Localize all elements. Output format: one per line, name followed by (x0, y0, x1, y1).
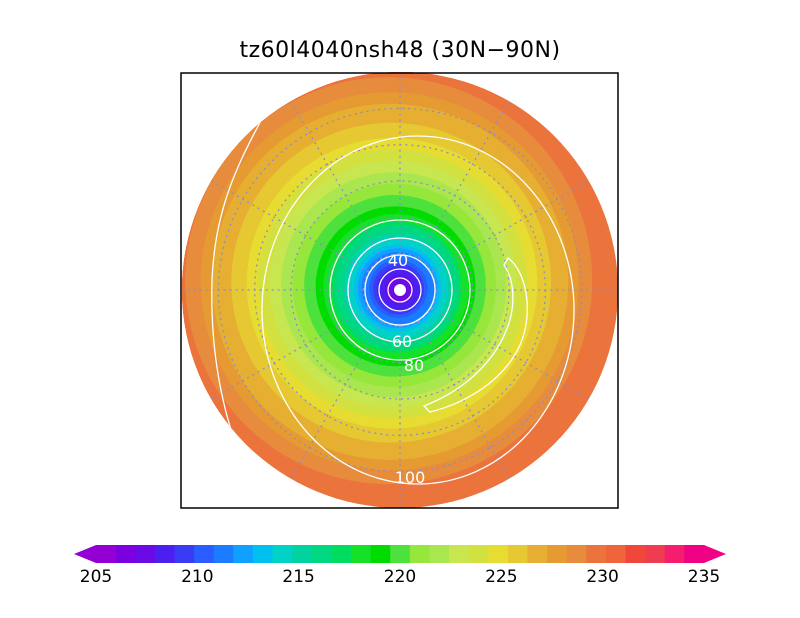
latitude-line (363, 253, 437, 327)
meridian-line (290, 321, 383, 480)
contour-label-60: 60 (392, 332, 412, 351)
colorbar-swatch (194, 545, 215, 563)
colorbar-swatch (527, 545, 548, 563)
meridian-line (431, 180, 590, 273)
colorbar-swatch (488, 545, 509, 563)
contour-line (329, 219, 471, 361)
contour-label-100: 100 (395, 468, 426, 487)
temperature-field (182, 72, 618, 508)
meridian-line (210, 180, 369, 273)
colorbar-swatch (468, 545, 489, 563)
colorbar-swatch (350, 545, 372, 563)
meridian-line (431, 307, 590, 400)
contour-line (211, 94, 276, 456)
colorbar-tick-label: 210 (181, 567, 214, 587)
meridian-line (210, 307, 369, 400)
map-title: tz60l4040nsh48 (30N−90N) (239, 38, 561, 63)
colorbar-tick-label: 205 (79, 567, 113, 587)
colorbar-swatch (252, 545, 274, 563)
contour-label-80: 80 (404, 356, 424, 375)
colorbar-swatch (233, 545, 254, 563)
colorbar-swatch (586, 545, 607, 563)
colorbar-tick-label: 230 (586, 567, 619, 587)
colorbar-extend-low (74, 545, 96, 563)
colorbar-swatch (547, 545, 568, 563)
contour-line (422, 257, 528, 413)
colorbar-swatch (331, 545, 352, 563)
colorbar (74, 545, 726, 563)
colorbar-swatch (174, 545, 195, 563)
meridian-line (417, 100, 510, 259)
colorbar-swatch (566, 545, 587, 563)
contour-line (378, 268, 422, 312)
contour-line (387, 277, 413, 303)
colorbar-swatch (370, 545, 391, 563)
contour-lines (211, 94, 575, 485)
colorbar-swatch (272, 545, 293, 563)
colorbar-extend-high (704, 545, 726, 563)
meridian-line (290, 100, 383, 259)
colorbar-tick-label: 235 (687, 567, 721, 587)
contour-line (347, 237, 453, 343)
colorbar-swatch (625, 545, 646, 563)
colorbar-swatch (645, 545, 666, 563)
map-frame (180, 72, 619, 509)
colorbar-swatch (154, 545, 176, 563)
colorbar-tick-label: 225 (485, 567, 518, 587)
contour-line (261, 135, 575, 485)
colorbar-swatch (213, 545, 234, 563)
colorbar-swatch (429, 545, 450, 563)
colorbar-swatch (96, 545, 117, 563)
colorbar-swatch (115, 545, 136, 563)
colorbar-swatch (135, 545, 156, 563)
colorbar-swatch (409, 545, 431, 563)
pole-marker (394, 284, 406, 296)
colorbar-tick-label: 215 (282, 567, 315, 587)
colorbar-swatch (684, 545, 705, 563)
contour-label-40: 40 (388, 251, 408, 270)
colorbar-swatch (390, 545, 411, 563)
colorbar-swatch (507, 545, 529, 563)
colorbar-swatch (311, 545, 332, 563)
colorbar-swatch (605, 545, 627, 563)
contour-labels: 40 60 80 100 (388, 251, 425, 487)
contour-line (364, 254, 436, 326)
colorbar-swatch (664, 545, 685, 563)
colorbar-swatch (292, 545, 313, 563)
colorbar-swatch (449, 545, 470, 563)
colorbar-tick-label: 220 (383, 567, 417, 587)
